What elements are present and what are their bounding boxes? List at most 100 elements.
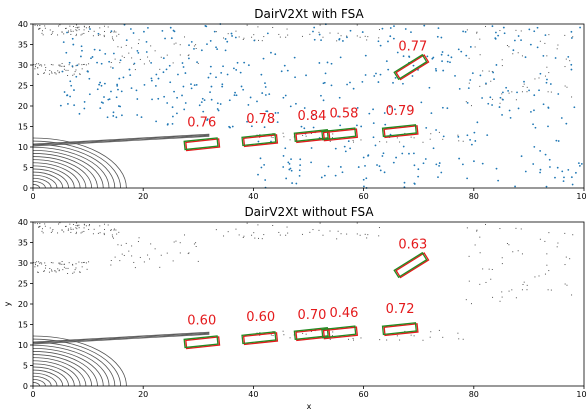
fsa-point xyxy=(412,64,415,67)
y-tick-label: 30 xyxy=(18,259,28,268)
lidar-point xyxy=(107,224,109,226)
lidar-point xyxy=(429,336,431,338)
lidar-point xyxy=(37,271,39,273)
fsa-point xyxy=(389,35,392,38)
lidar-point xyxy=(468,57,470,59)
lidar-point xyxy=(366,39,368,41)
lidar-point xyxy=(38,261,40,263)
score-label: 0.60 xyxy=(246,310,275,325)
lidar-point xyxy=(138,39,140,41)
fsa-point xyxy=(379,169,382,172)
lidar-point xyxy=(546,55,548,57)
lidar-point xyxy=(386,141,388,143)
fsa-point xyxy=(423,24,426,27)
fsa-point xyxy=(471,72,474,75)
lidar-point xyxy=(285,36,287,38)
lidar-point xyxy=(78,29,80,31)
fsa-point xyxy=(567,56,570,58)
fsa-point xyxy=(86,70,89,73)
lidar-point xyxy=(113,30,115,32)
fsa-point xyxy=(473,160,475,163)
lidar-point xyxy=(143,261,145,263)
fsa-point xyxy=(66,31,68,34)
fsa-point xyxy=(313,38,316,41)
lidar-point xyxy=(49,267,51,269)
lidar-point xyxy=(76,222,78,224)
lidar-point xyxy=(506,45,508,47)
lidar-point xyxy=(482,70,484,72)
lidar-point xyxy=(564,232,566,234)
lidar-point xyxy=(474,46,476,48)
lidar-point xyxy=(353,141,355,143)
plot-frame-bottom xyxy=(32,221,585,387)
fsa-point xyxy=(339,124,342,127)
lidar-point xyxy=(511,289,513,291)
pred-box xyxy=(295,328,331,342)
fsa-point xyxy=(542,54,545,57)
ground-ring xyxy=(32,375,52,387)
fsa-point xyxy=(469,138,471,141)
fsa-point xyxy=(334,147,337,150)
x-tick-label: 60 xyxy=(359,192,369,201)
fsa-point xyxy=(368,112,371,115)
fsa-point xyxy=(88,77,91,80)
fsa-point xyxy=(298,169,301,172)
lidar-point xyxy=(83,224,85,226)
lidar-point xyxy=(302,332,304,334)
lidar-point xyxy=(223,37,225,39)
fsa-point xyxy=(387,68,390,71)
fsa-point xyxy=(495,64,498,66)
panel-top: DairV2Xt with FSA 0.76 0.78 0.84 0.58 0.790.… xyxy=(18,7,587,201)
lidar-point xyxy=(68,262,70,264)
lidar-point xyxy=(110,66,112,68)
lidar-point xyxy=(283,334,285,336)
fsa-point xyxy=(290,158,292,161)
x-tick-label: 0 xyxy=(30,192,35,201)
lidar-point xyxy=(78,261,80,263)
fsa-point xyxy=(466,177,469,180)
lidar-point xyxy=(143,63,145,65)
lidar-point xyxy=(55,73,57,75)
fsa-point xyxy=(247,64,250,67)
lidar-point xyxy=(77,224,79,226)
lidar-point xyxy=(564,283,566,285)
fsa-point xyxy=(162,71,165,74)
fsa-point xyxy=(282,155,285,157)
lidar-point xyxy=(547,91,549,93)
lidar-point xyxy=(173,43,175,45)
fsa-point xyxy=(487,102,490,105)
lidar-point xyxy=(78,63,80,65)
score-label: 0.70 xyxy=(297,308,326,323)
lidar-point xyxy=(270,334,272,336)
lidar-point xyxy=(166,54,168,56)
fsa-point xyxy=(454,74,456,77)
fsa-point xyxy=(554,57,557,59)
fsa-point xyxy=(489,96,492,99)
ground-ring xyxy=(32,156,93,189)
fsa-point xyxy=(402,82,404,85)
lidar-point xyxy=(309,33,311,35)
lidar-point xyxy=(120,46,122,48)
lidar-point xyxy=(112,38,114,40)
lidar-point xyxy=(33,262,35,264)
fsa-point xyxy=(100,62,103,65)
lidar-point xyxy=(70,29,72,31)
lidar-point xyxy=(85,225,87,227)
lidar-point xyxy=(261,238,263,240)
lidar-point xyxy=(131,47,133,49)
fsa-point xyxy=(219,103,222,105)
fsa-point xyxy=(460,50,463,53)
lidar-point xyxy=(301,233,303,235)
fsa-point xyxy=(67,103,69,105)
lidar-point xyxy=(81,266,83,268)
fsa-point xyxy=(383,171,386,174)
lidar-point xyxy=(99,232,101,234)
y-tick-label: 25 xyxy=(18,280,28,289)
fsa-point xyxy=(338,37,341,40)
fsa-point xyxy=(442,135,445,138)
lidar-point xyxy=(63,68,65,70)
lidar-point xyxy=(257,26,259,28)
lidar-point xyxy=(65,226,67,228)
lidar-point xyxy=(396,137,398,139)
fsa-point xyxy=(100,84,103,87)
